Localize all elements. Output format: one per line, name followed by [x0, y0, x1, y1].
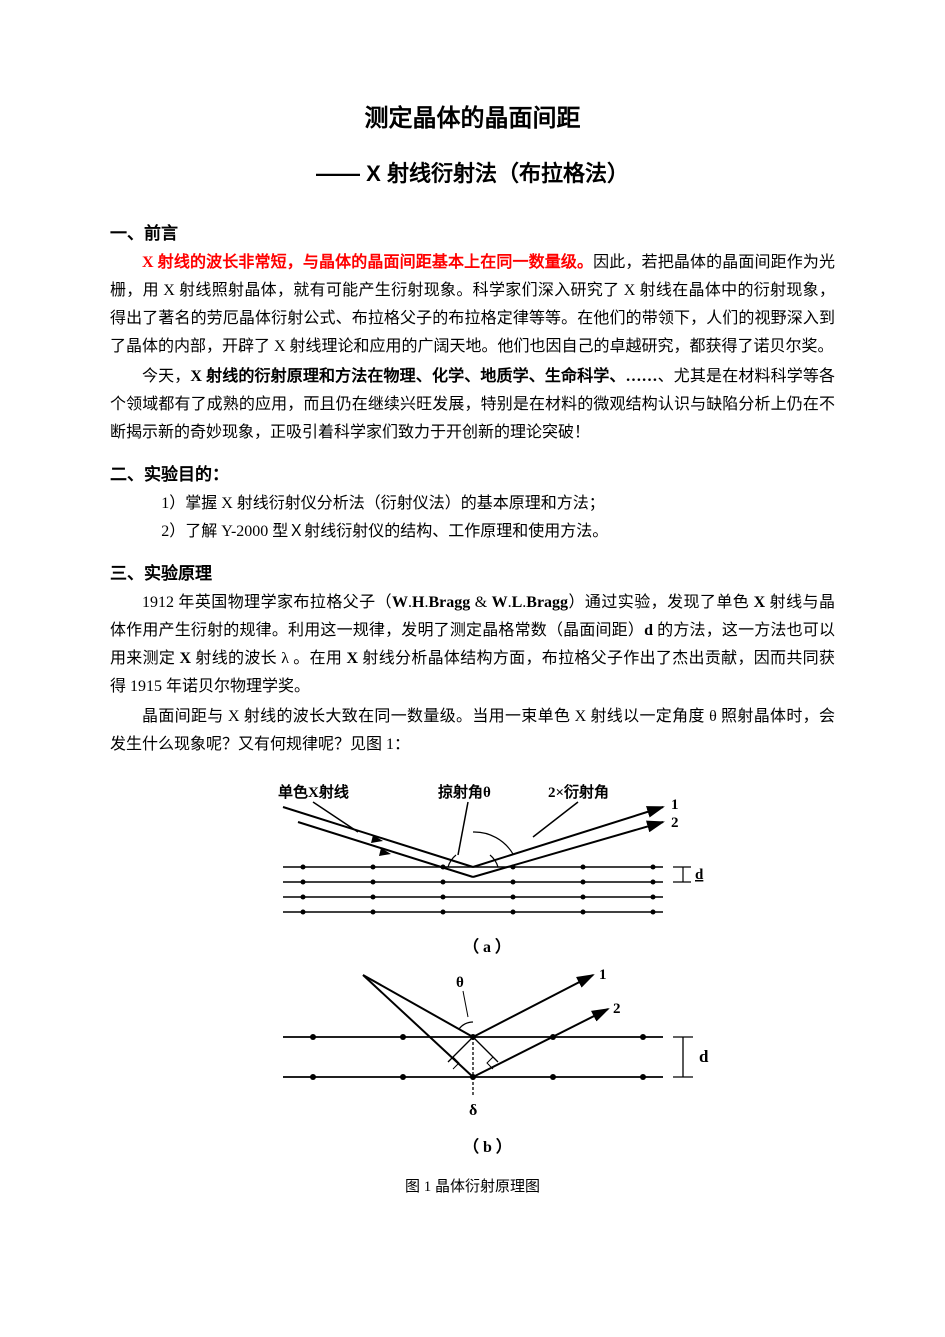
label-ray-2b: 2 [613, 1001, 621, 1017]
body-text: ）通过实验，发现了单色 [568, 594, 754, 611]
section-3-para-1: 1912 年英国物理学家布拉格父子（W.H.Bragg & W.L.Bragg）… [110, 589, 835, 701]
sublabel-a: （ a ） [463, 938, 511, 956]
bold-text: W [392, 594, 408, 611]
label-theta: θ [456, 975, 464, 991]
diagram-a: 单色X射线 掠射角θ 2×衍射角 1 2 [213, 777, 733, 967]
section-1-heading: 一、前言 [110, 220, 835, 247]
label-ray-1b: 1 [599, 967, 607, 983]
bold-text: W [492, 594, 508, 611]
label-d: d [695, 867, 704, 883]
label-d-b: d [699, 1047, 709, 1066]
bold-text: Bragg [526, 594, 568, 611]
diagram-b: 1 2 θ δ d （ b ） [213, 967, 733, 1167]
section-3-heading: 三、实验原理 [110, 560, 835, 587]
label-delta: δ [469, 1102, 477, 1119]
sublabel-b: （ b ） [463, 1138, 512, 1156]
section-3-para-2: 晶面间距与 X 射线的波长大致在同一数量级。当用一束单色 X 射线以一定角度 θ… [110, 703, 835, 759]
bold-text: X [754, 594, 766, 611]
body-text: 1912 年英国物理学家布拉格父子（ [142, 594, 392, 611]
list-item: 1）掌握 X 射线衍射仪分析法（衍射仪法）的基本原理和方法； [161, 490, 835, 518]
label-ray-1: 1 [671, 797, 679, 813]
page-subtitle: —— X 射线衍射法（布拉格法） [110, 156, 835, 191]
figure-1: 单色X射线 掠射角θ 2×衍射角 1 2 [110, 777, 835, 1199]
bold-text: d [644, 622, 653, 639]
page-title: 测定晶体的晶面间距 [110, 100, 835, 138]
body-text: 今天， [142, 368, 190, 385]
label-diff: 2×衍射角 [548, 783, 609, 801]
bold-text: X [180, 650, 192, 667]
bold-text: X [347, 650, 359, 667]
section-1-para-2: 今天，X 射线的衍射原理和方法在物理、化学、地质学、生命科学、……、尤其是在材料… [110, 363, 835, 447]
section-1-para-1: X 射线的波长非常短，与晶体的晶面间距基本上在同一数量级。因此，若把晶体的晶面间… [110, 249, 835, 361]
list-item: 2）了解 Y-2000 型Ｘ射线衍射仪的结构、工作原理和使用方法。 [161, 518, 835, 546]
label-ray-2: 2 [671, 815, 679, 831]
bold-text: L [512, 594, 523, 611]
figure-caption: 图 1 晶体衍射原理图 [110, 1175, 835, 1199]
body-text: & [470, 594, 491, 611]
body-text: 射线的波长 λ 。在用 [191, 650, 346, 667]
bold-text: X 射线的衍射原理和方法在物理、化学、地质学、生命科学、…… [190, 368, 657, 385]
bold-text: H [412, 594, 424, 611]
section-2-heading: 二、实验目的： [110, 461, 835, 488]
label-angle: 掠射角θ [438, 783, 491, 801]
bold-text: Bragg [429, 594, 471, 611]
label-xray: 单色X射线 [278, 783, 349, 801]
highlight-text: X 射线的波长非常短，与晶体的晶面间距基本上在同一数量级。 [142, 254, 593, 271]
